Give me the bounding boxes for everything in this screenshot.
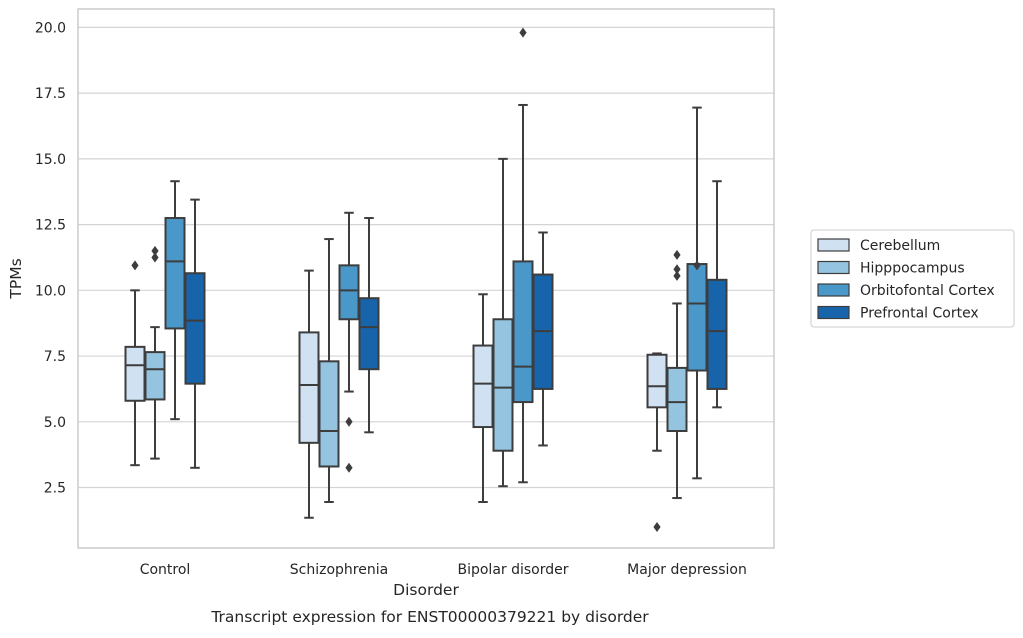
iqr-box <box>338 264 360 321</box>
legend-swatch <box>817 260 850 275</box>
box-hipppocampus-control <box>144 245 166 460</box>
box-cerebellum-schizophrenia <box>298 269 320 519</box>
iqr-box <box>124 345 146 402</box>
legend-label: Hipppocampus <box>860 261 965 277</box>
legend-label: Orbitofontal Cortex <box>860 283 995 299</box>
box-hipppocampus-schizophrenia <box>318 238 340 503</box>
box-orbitofontal-cortex-schizophrenia <box>338 211 360 473</box>
iqr-box <box>184 272 206 385</box>
legend: Cerebellum Hipppocampus Orbitofontal Corte… <box>810 229 1015 328</box>
x-tick-label: Schizophrenia <box>290 562 388 578</box>
box-orbitofontal-cortex-major-depression <box>686 106 708 480</box>
outlier-point <box>673 270 681 281</box>
outlier-point <box>673 249 681 260</box>
box-prefrontal-cortex-schizophrenia <box>358 217 380 434</box>
box-cerebellum-bipolar-disorder <box>472 293 494 503</box>
y-tick-label: 20.0 <box>35 20 66 36</box>
outlier-point <box>673 264 681 275</box>
outlier-point <box>519 27 527 38</box>
legend-swatch <box>817 305 850 320</box>
iqr-box <box>492 318 514 452</box>
legend-frame <box>810 229 1015 328</box>
x-tick-label: Bipolar disorder <box>457 562 568 578</box>
x-tick-label: Major depression <box>627 562 747 578</box>
iqr-box <box>298 331 320 444</box>
y-tick-label: 5.0 <box>44 415 66 431</box>
legend-label: Prefrontal Cortex <box>860 306 979 322</box>
iqr-box <box>358 297 380 371</box>
outlier-point <box>345 416 353 427</box>
y-tick-labels: 2.5 5.0 7.5 10.0 12.5 15.0 17.5 20.0 <box>35 20 66 496</box>
y-tick-label: 10.0 <box>35 283 66 299</box>
box-layer <box>124 27 728 532</box>
iqr-box <box>164 217 186 330</box>
y-tick-label: 2.5 <box>44 481 66 497</box>
box-cerebellum-major-depression <box>646 352 668 532</box>
chart-caption: Transcript expression for ENST0000037922… <box>210 608 649 626</box>
y-tick-label: 15.0 <box>35 152 66 168</box>
iqr-box <box>686 263 708 372</box>
box-orbitofontal-cortex-control <box>164 180 186 421</box>
legend-swatch <box>817 283 850 297</box>
y-tick-label: 12.5 <box>35 218 66 234</box>
legend-item: Hipppocampus <box>817 260 965 277</box>
legend-item: Prefrontal Cortex <box>817 305 979 322</box>
outlier-point <box>151 252 159 263</box>
x-axis-label: Disorder <box>393 581 459 599</box>
iqr-box <box>144 351 166 401</box>
legend-label: Cerebellum <box>860 238 940 254</box>
outlier-point <box>151 245 159 256</box>
legend-item: Cerebellum <box>817 238 940 254</box>
legend-swatch <box>817 238 850 252</box>
box-prefrontal-cortex-bipolar-disorder <box>532 231 554 447</box>
iqr-box <box>318 360 340 468</box>
outlier-point <box>653 521 661 532</box>
outlier-point <box>131 260 139 271</box>
box-hipppocampus-major-depression <box>666 249 688 500</box>
plot-frame <box>77 8 775 549</box>
outlier-point <box>345 462 353 473</box>
iqr-box <box>706 278 728 390</box>
box-cerebellum-control <box>124 260 146 467</box>
box-prefrontal-cortex-control <box>184 198 206 469</box>
y-tick-label: 17.5 <box>35 86 66 102</box>
box-prefrontal-cortex-major-depression <box>706 180 728 409</box>
iqr-box <box>512 260 534 404</box>
box-orbitofontal-cortex-bipolar-disorder <box>512 27 534 484</box>
y-axis-label: TPMs <box>7 258 25 299</box>
legend-items: Cerebellum Hipppocampus Orbitofontal Corte… <box>817 238 995 322</box>
iqr-box <box>472 344 494 429</box>
legend-item: Orbitofontal Cortex <box>817 283 995 299</box>
iqr-box <box>646 353 668 409</box>
outlier-point <box>693 260 701 271</box>
y-tick-label: 7.5 <box>44 349 66 365</box>
x-tick-labels: Control Schizophrenia Bipolar disorder Majo… <box>140 562 747 578</box>
iqr-box <box>666 366 688 432</box>
x-tick-label: Control <box>140 562 191 578</box>
box-hipppocampus-bipolar-disorder <box>492 157 514 488</box>
